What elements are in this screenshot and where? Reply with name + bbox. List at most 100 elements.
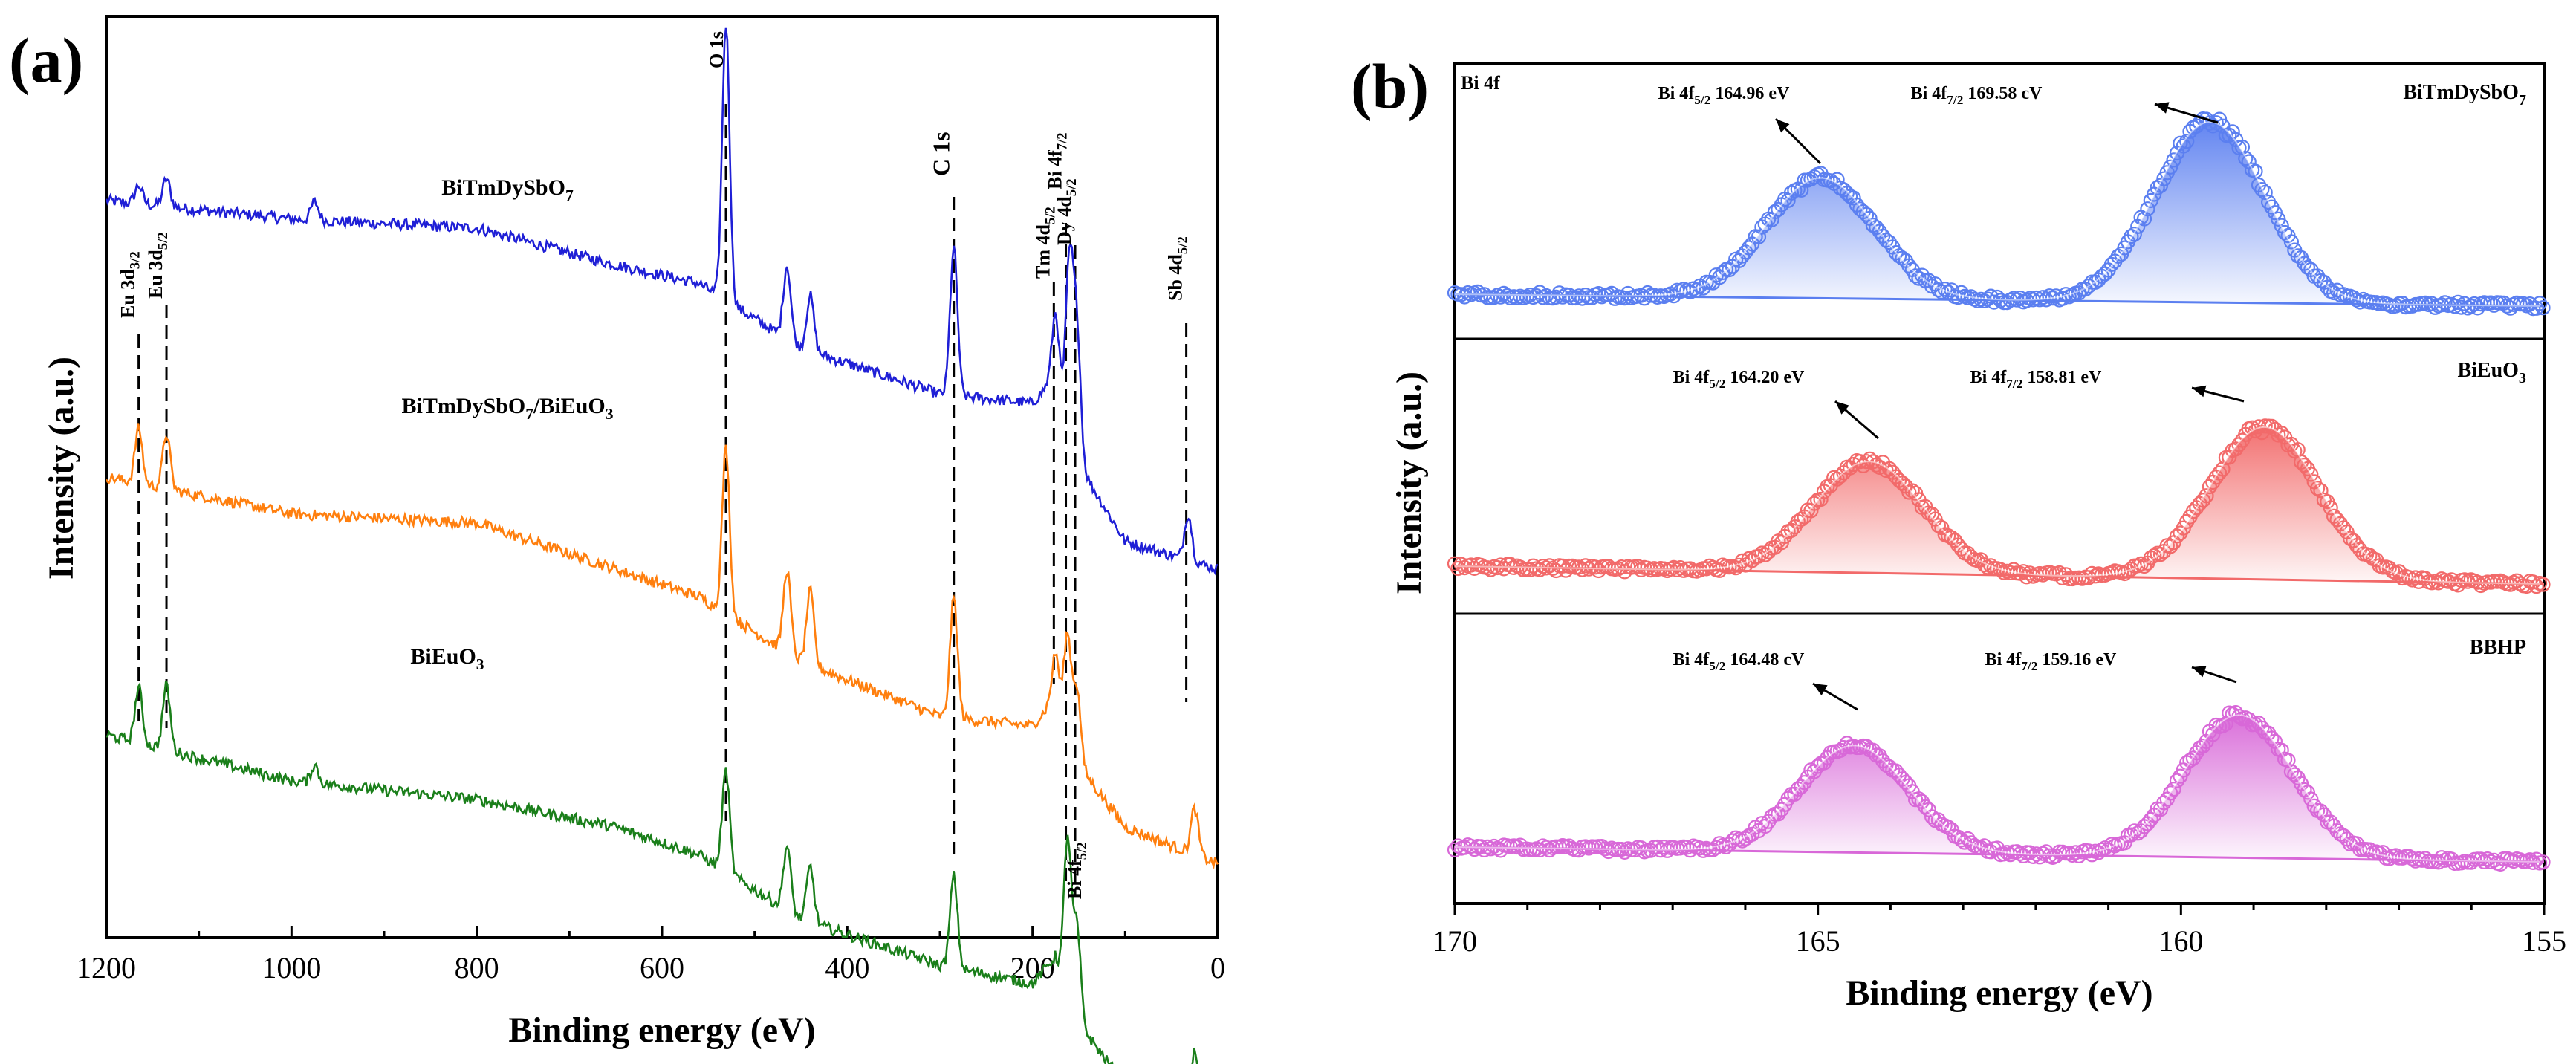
data-point xyxy=(2336,520,2352,536)
data-point xyxy=(2434,850,2450,866)
peak-annotation: Tm 4d5/2 xyxy=(1032,207,1058,279)
data-point xyxy=(2234,139,2250,155)
data-point xyxy=(2136,211,2152,227)
series-label-1: BiTmDySbO7/BiEuO3 xyxy=(401,394,613,423)
data-point xyxy=(1577,558,1593,574)
panel-a-xlabel: Binding energy (eV) xyxy=(508,1011,815,1050)
data-point xyxy=(2166,781,2181,797)
scatter-points xyxy=(1447,418,2551,594)
data-point xyxy=(2152,178,2169,193)
data-point xyxy=(1722,262,1737,278)
data-point xyxy=(2166,152,2181,168)
series-label-0: BiTmDySbO7 xyxy=(441,175,574,204)
panel-b-label: (b) xyxy=(1351,51,1429,122)
panel-a: (a) Binding energy (eV) Intensity (a.u.)… xyxy=(9,15,1225,1064)
data-point xyxy=(2303,467,2319,482)
peak-annotation: Eu 3d3/2 xyxy=(117,251,143,318)
x-tick-label: 200 xyxy=(1010,951,1055,984)
data-point xyxy=(2310,481,2326,496)
x-tick-label: 1200 xyxy=(77,951,136,984)
x-tick-label: 160 xyxy=(2158,924,2203,958)
data-point xyxy=(2535,300,2551,316)
panel-b-ticks: 170 165 160 155 xyxy=(1433,904,2566,958)
peak-annotation: C 1s xyxy=(928,132,955,176)
data-point xyxy=(1754,816,1770,831)
data-point xyxy=(2528,578,2544,594)
data-point xyxy=(2516,296,2531,311)
data-point xyxy=(2147,548,2162,564)
peak1-label: Bi 4f5/2 164.20 eV xyxy=(1673,368,1805,391)
data-point xyxy=(2225,124,2240,140)
fit-area xyxy=(1455,715,2544,862)
peak-annotation: Sb 4d5/2 xyxy=(1165,236,1191,301)
data-point xyxy=(1751,229,1767,244)
data-point xyxy=(2126,823,2142,839)
panel-b-title: Bi 4f xyxy=(1461,72,1500,94)
panel-a-series xyxy=(105,27,1219,1064)
data-point xyxy=(2532,296,2548,311)
data-point xyxy=(1617,844,1632,860)
arrow-head xyxy=(2192,385,2207,398)
panel-b-ylabel: Intensity (a.u.) xyxy=(1389,372,1429,594)
data-point xyxy=(2525,574,2541,590)
data-point xyxy=(2274,425,2289,441)
data-point xyxy=(1957,834,1973,850)
data-point xyxy=(1983,558,1999,574)
panel-a-reference-lines xyxy=(137,104,1188,895)
sample-label: BiTmDySbO7 xyxy=(2403,81,2526,108)
peak-annotation: Bi 4f5/2 xyxy=(1064,842,1090,899)
data-point xyxy=(2280,753,2296,768)
data-point xyxy=(2143,811,2158,827)
scatter-points xyxy=(1447,111,2551,317)
data-point xyxy=(2528,300,2544,316)
data-point xyxy=(2479,851,2495,867)
data-point xyxy=(1823,173,1838,189)
data-point xyxy=(2163,539,2178,554)
data-point xyxy=(2176,138,2191,154)
panel-b-frame xyxy=(1453,62,2546,905)
sample-label: BBHP xyxy=(2470,636,2526,659)
data-point xyxy=(1859,207,1875,222)
fit-line xyxy=(1454,714,2541,863)
fit-line xyxy=(1454,426,2541,585)
data-point xyxy=(2212,465,2228,481)
data-point xyxy=(2169,773,2185,788)
peak-annotation: Eu 3d5/2 xyxy=(145,232,171,299)
data-point xyxy=(2196,493,2211,508)
data-point xyxy=(1803,503,1819,519)
panel-a-label: (a) xyxy=(9,25,83,96)
data-point xyxy=(2528,851,2544,867)
arrow-head xyxy=(2155,102,2170,114)
data-point xyxy=(1846,190,1861,206)
data-point xyxy=(2313,803,2329,819)
data-point xyxy=(1953,832,1969,848)
data-point xyxy=(1607,291,1623,306)
data-point xyxy=(1937,282,1953,297)
data-point xyxy=(1921,802,1936,817)
arrow-head xyxy=(1813,684,1828,695)
data-point xyxy=(1908,268,1924,284)
fit-area xyxy=(1455,426,2544,584)
panel-b: (b) Bi 4f Binding energy (eV) Intensity … xyxy=(1351,51,2566,1013)
peak-annotation: Bi 4f7/2 xyxy=(1045,132,1071,189)
x-tick-label: 1000 xyxy=(262,951,321,984)
data-point xyxy=(2126,227,2142,242)
x-tick-label: 400 xyxy=(825,951,869,984)
data-point xyxy=(2199,488,2214,504)
peak2-label: Bi 4f7/2 159.16 eV xyxy=(1985,650,2117,673)
x-tick-label: 165 xyxy=(1796,924,1840,958)
data-point xyxy=(2248,163,2263,179)
x-tick-label: 155 xyxy=(2522,924,2566,958)
data-point xyxy=(1911,270,1927,286)
fit-line xyxy=(1454,121,2541,307)
data-point xyxy=(2257,184,2273,201)
data-point xyxy=(1813,491,1829,507)
subplot-1: Bi 4f5/2 164.20 eV Bi 4f7/2 158.81 eV BiEu… xyxy=(1447,359,2551,594)
x-tick-label: 170 xyxy=(1433,924,1477,958)
series-line-1 xyxy=(105,423,1219,870)
arrow-head xyxy=(1776,119,1790,133)
data-point xyxy=(2215,718,2231,733)
data-point xyxy=(2173,135,2188,151)
panel-a-series-labels: BiTmDySbO7 BiTmDySbO7/BiEuO3 BiEuO3 xyxy=(401,175,613,673)
data-point xyxy=(2163,159,2178,175)
